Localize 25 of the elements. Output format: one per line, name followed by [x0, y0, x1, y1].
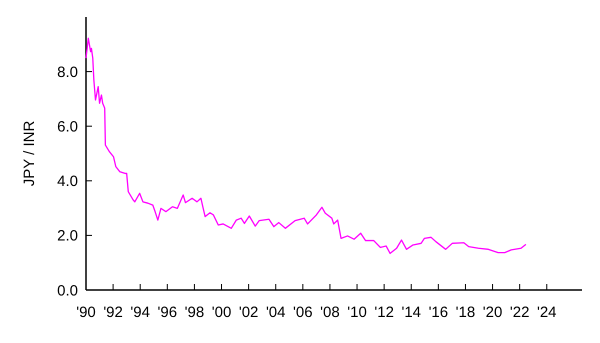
x-tick-label: '02 [238, 304, 258, 321]
x-tick-label: '92 [103, 304, 123, 321]
y-tick-label: 2.0 [57, 228, 78, 245]
x-tick-label: '12 [374, 304, 394, 321]
x-tick-label: '10 [347, 304, 367, 321]
y-tick-label: 0.0 [57, 282, 78, 300]
y-tick-label: 6.0 [57, 118, 78, 136]
x-tick-label: '06 [293, 304, 313, 321]
y-tick-label: 4.0 [57, 173, 78, 190]
y-axis-title: JPY / INR [21, 120, 38, 186]
x-tick-label: '24 [536, 304, 557, 321]
x-tick-label: '94 [130, 304, 150, 321]
x-tick-label: '22 [510, 304, 530, 321]
x-tick-label: '08 [320, 304, 340, 321]
x-tick-label: '98 [184, 304, 204, 321]
x-tick-label: '04 [266, 304, 286, 321]
x-tick-label: '96 [158, 304, 178, 321]
line-series [85, 38, 527, 254]
x-tick-label: '90 [76, 304, 96, 321]
x-tick-label: '20 [482, 304, 502, 321]
y-tick-label: 8.0 [57, 64, 78, 81]
x-tick-label: '14 [401, 304, 422, 321]
x-tick-label: '16 [428, 304, 448, 321]
x-tick-label: '00 [212, 304, 232, 321]
x-tick-label: '18 [456, 304, 476, 321]
